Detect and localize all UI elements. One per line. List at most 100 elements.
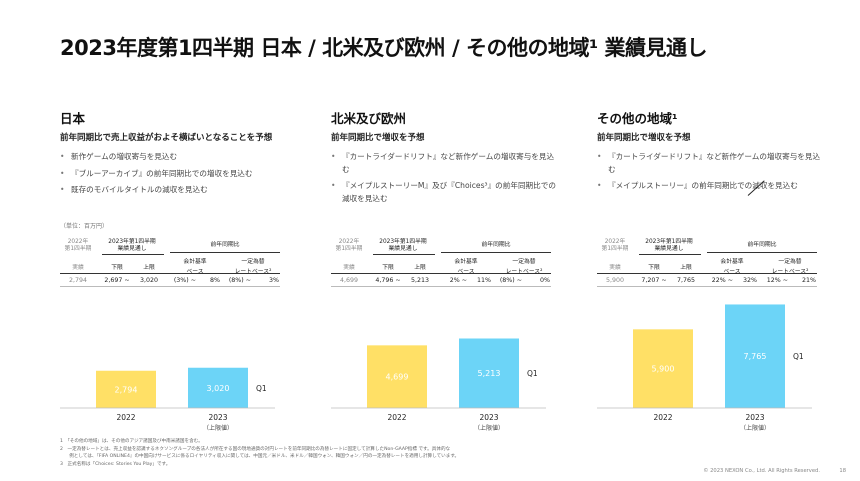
header-fx: 一定為替: [778, 259, 802, 265]
region-name: 北米及び欧州: [331, 111, 407, 126]
cell-fx-high: 3%: [269, 277, 279, 284]
header-fx-base: レートベース²: [505, 269, 543, 275]
table-rule: [60, 273, 280, 274]
page-number: 18: [839, 468, 846, 474]
cell-high: 5,213: [410, 277, 430, 284]
region-na-eu: 北米及び欧州 前年同期比で増収を予想 『カートライダードリフト』など新作ゲームの…: [331, 108, 556, 209]
header-low: 下限: [382, 265, 394, 271]
cell-fx-high: 0%: [540, 277, 550, 284]
bar-2022: [367, 345, 427, 408]
bar-chart-svg: 2,794 2022 3,020 2023 （上限値） Q1: [60, 367, 275, 432]
cell-high: 3,020: [139, 277, 159, 284]
x-tick-label: 2022: [653, 413, 672, 422]
header-accounting-base: ベース: [723, 269, 741, 275]
x-tick-label: 2023: [745, 413, 764, 422]
table-rule: [441, 252, 551, 253]
header-prev-quarter: 第1四半期: [335, 246, 363, 252]
x-tick-sublabel: （上限値）: [474, 424, 504, 432]
cell-fx-low: (8%) ~: [228, 277, 251, 284]
table-rule: [170, 252, 280, 253]
cell-high: 7,765: [676, 277, 696, 284]
bar-chart-na-eu: 4,699 2022 5,213 2023 （上限値） Q1: [331, 300, 561, 440]
table-rule: [707, 252, 817, 253]
data-label: 3,020: [207, 384, 230, 393]
header-yoy: 前年同期比: [747, 242, 777, 248]
bar-2022: [96, 370, 156, 408]
region-subtitle: 前年同期比で売上収益がおよそ横ばいとなることを予想: [60, 133, 273, 143]
page-title: 2023年度第1四半期 日本 / 北米及び欧州 / その他の地域¹ 業績見通し: [60, 36, 707, 60]
header-yoy: 前年同期比: [210, 242, 240, 248]
region-other: その他の地域¹ 前年同期比で増収を予想 『カートライダードリフト』など新作ゲーム…: [597, 108, 822, 197]
table-rule: [331, 273, 551, 274]
copyright: © 2023 NEXON Co., Ltd. All Rights Reserv…: [703, 468, 820, 474]
header-actual: 実績: [609, 265, 621, 271]
region-name: その他の地域¹: [597, 111, 678, 126]
table-rule: [597, 273, 817, 274]
bar-chart-svg: 4,699 2022 5,213 2023 （上限値） Q1: [331, 338, 546, 432]
cell-prev: 2,794: [68, 277, 88, 284]
region-subtitle: 前年同期比で増収を予想: [331, 133, 425, 143]
x-tick-label: 2023: [208, 413, 227, 422]
header-fx-base: レートベース²: [234, 269, 272, 275]
cell-acc-low: 2% ~: [449, 277, 467, 284]
cell-fx-low: (8%) ~: [499, 277, 522, 284]
cell-prev: 5,900: [605, 277, 625, 284]
header-prev-quarter: 第1四半期: [64, 246, 92, 252]
header-forecast: 2023年第1四半期: [645, 239, 693, 245]
cell-prev: 4,699: [339, 277, 359, 284]
cell-low: 7,207 ~: [641, 277, 667, 284]
data-label: 5,900: [652, 365, 675, 374]
bar-2023: [188, 367, 248, 408]
bar-2023: [459, 338, 519, 408]
header-yoy: 前年同期比: [481, 242, 511, 248]
header-prev-year: 2022年: [604, 239, 626, 245]
table-rule: [639, 254, 701, 255]
header-low: 下限: [111, 265, 123, 271]
list-item: 『カートライダードリフト』など新作ゲームの増収寄与を見込む: [331, 151, 556, 176]
x-tick-sublabel: （上限値）: [740, 424, 770, 432]
bar-chart-svg: 5,900 2022 7,765 2023 （上限値） Q1: [597, 304, 812, 432]
header-prev-year: 2022年: [67, 239, 89, 245]
table-rule: [60, 286, 280, 287]
x-tick-label: 2022: [116, 413, 135, 422]
footnote: 2 一定為替レートとは、売上収益を認識するネクソングループの各法人が所在する国の…: [60, 446, 451, 452]
region-name: 日本: [60, 111, 86, 126]
cell-low: 4,796 ~: [375, 277, 401, 284]
header-actual: 実績: [72, 265, 84, 271]
list-item: 新作ゲームの増収寄与を見込む: [60, 151, 310, 164]
unit-note: （単位：百万円）: [60, 223, 109, 230]
bar-chart-other: 5,900 2022 7,765 2023 （上限値） Q1: [597, 300, 827, 440]
bar-chart-japan: 2,794 2022 3,020 2023 （上限値） Q1: [60, 300, 290, 440]
bar-2022: [633, 329, 693, 408]
footnote: 3 正式名称は「Choices: Stories You Play」です。: [60, 461, 171, 467]
header-prev-quarter: 第1四半期: [601, 246, 629, 252]
bar-2023: [725, 304, 785, 408]
header-actual: 実績: [343, 265, 355, 271]
cell-low: 2,697 ~: [104, 277, 130, 284]
data-label: 5,213: [478, 369, 501, 378]
footnote: 1 「その他の地域」は、その他のアジア諸国及び中南米諸国を含む。: [60, 439, 203, 444]
header-forecast-sub: 業績見通し: [117, 246, 147, 252]
header-accounting-base: ベース: [457, 269, 475, 275]
series-label: Q1: [256, 384, 267, 393]
list-item: 『ブルーアーカイブ』の前年同期比での増収を見込む: [60, 168, 310, 181]
list-item: 『メイプルストーリー』の前年同期比での減収を見込む: [597, 180, 822, 193]
header-forecast: 2023年第1四半期: [379, 239, 427, 245]
header-accounting: 会計基準: [720, 259, 744, 265]
header-forecast-sub: 業績見通し: [654, 246, 684, 252]
x-tick-label: 2022: [387, 413, 406, 422]
table-rule: [373, 254, 435, 255]
header-high: 上限: [414, 265, 426, 271]
cell-acc-high: 8%: [210, 277, 220, 284]
header-high: 上限: [143, 265, 155, 271]
bullet-list: 新作ゲームの増収寄与を見込む 『ブルーアーカイブ』の前年同期比での増収を見込む …: [60, 151, 310, 197]
footnote: 例としては、『FIFA ONLINE4』の中国向けサービスに係るロイヤリティ収入…: [60, 454, 460, 459]
header-accounting: 会計基準: [454, 259, 478, 265]
series-label: Q1: [793, 352, 804, 361]
header-forecast: 2023年第1四半期: [108, 239, 156, 245]
table-rule: [597, 286, 817, 287]
cell-acc-high: 11%: [477, 277, 491, 284]
header-fx-base: レートベース²: [771, 269, 809, 275]
bullet-list: 『カートライダードリフト』など新作ゲームの増収寄与を見込む 『メイプルストーリー…: [331, 151, 556, 205]
bullet-list: 『カートライダードリフト』など新作ゲームの増収寄与を見込む 『メイプルストーリー…: [597, 151, 822, 193]
